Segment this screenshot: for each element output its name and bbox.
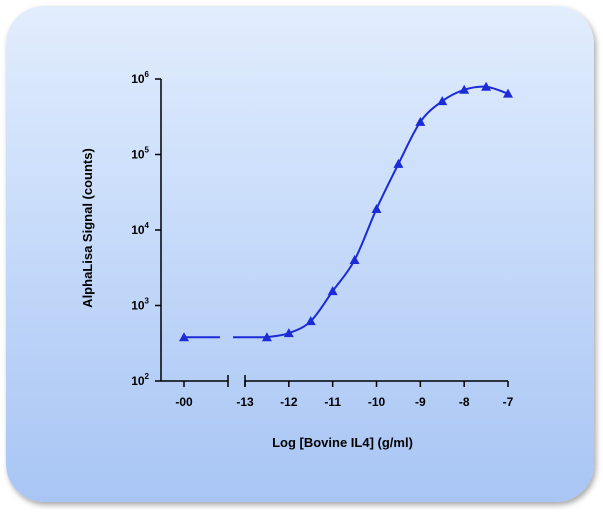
data-point-marker [305,316,316,326]
x-tick-label: -7 [503,395,514,409]
y-tick-label: 105 [131,146,149,162]
data-point-marker [179,332,189,342]
data-point-marker [371,203,382,213]
y-tick-label: 103 [131,297,149,313]
data-point-marker [481,81,492,91]
y-tick-label: 102 [131,372,149,388]
x-tick-label: -9 [415,395,426,409]
x-tick-label-zero: -00 [175,395,193,409]
x-tick-label: -13 [236,395,254,409]
data-point-marker [283,328,294,338]
x-tick-label: -8 [459,395,470,409]
data-point-marker [349,255,360,265]
series-line [266,85,509,339]
x-tick-label: -12 [280,395,298,409]
data-point-marker [437,96,448,106]
data-point-marker [415,116,426,126]
x-tick-label: -11 [324,395,341,409]
x-axis-title: Log [Bovine IL4] (g/ml) [272,435,413,450]
data-point-marker [327,286,338,296]
x-tick-label: -10 [368,395,386,409]
data-point-marker [261,332,272,342]
data-point-marker [459,84,470,94]
y-axis-title: AlphaLisa Signal (counts) [80,148,95,308]
y-tick-label: 106 [131,70,149,86]
chart-axes [160,79,508,387]
y-tick-label: 104 [131,221,149,237]
data-point-marker [393,158,404,168]
data-point-marker [503,88,513,98]
